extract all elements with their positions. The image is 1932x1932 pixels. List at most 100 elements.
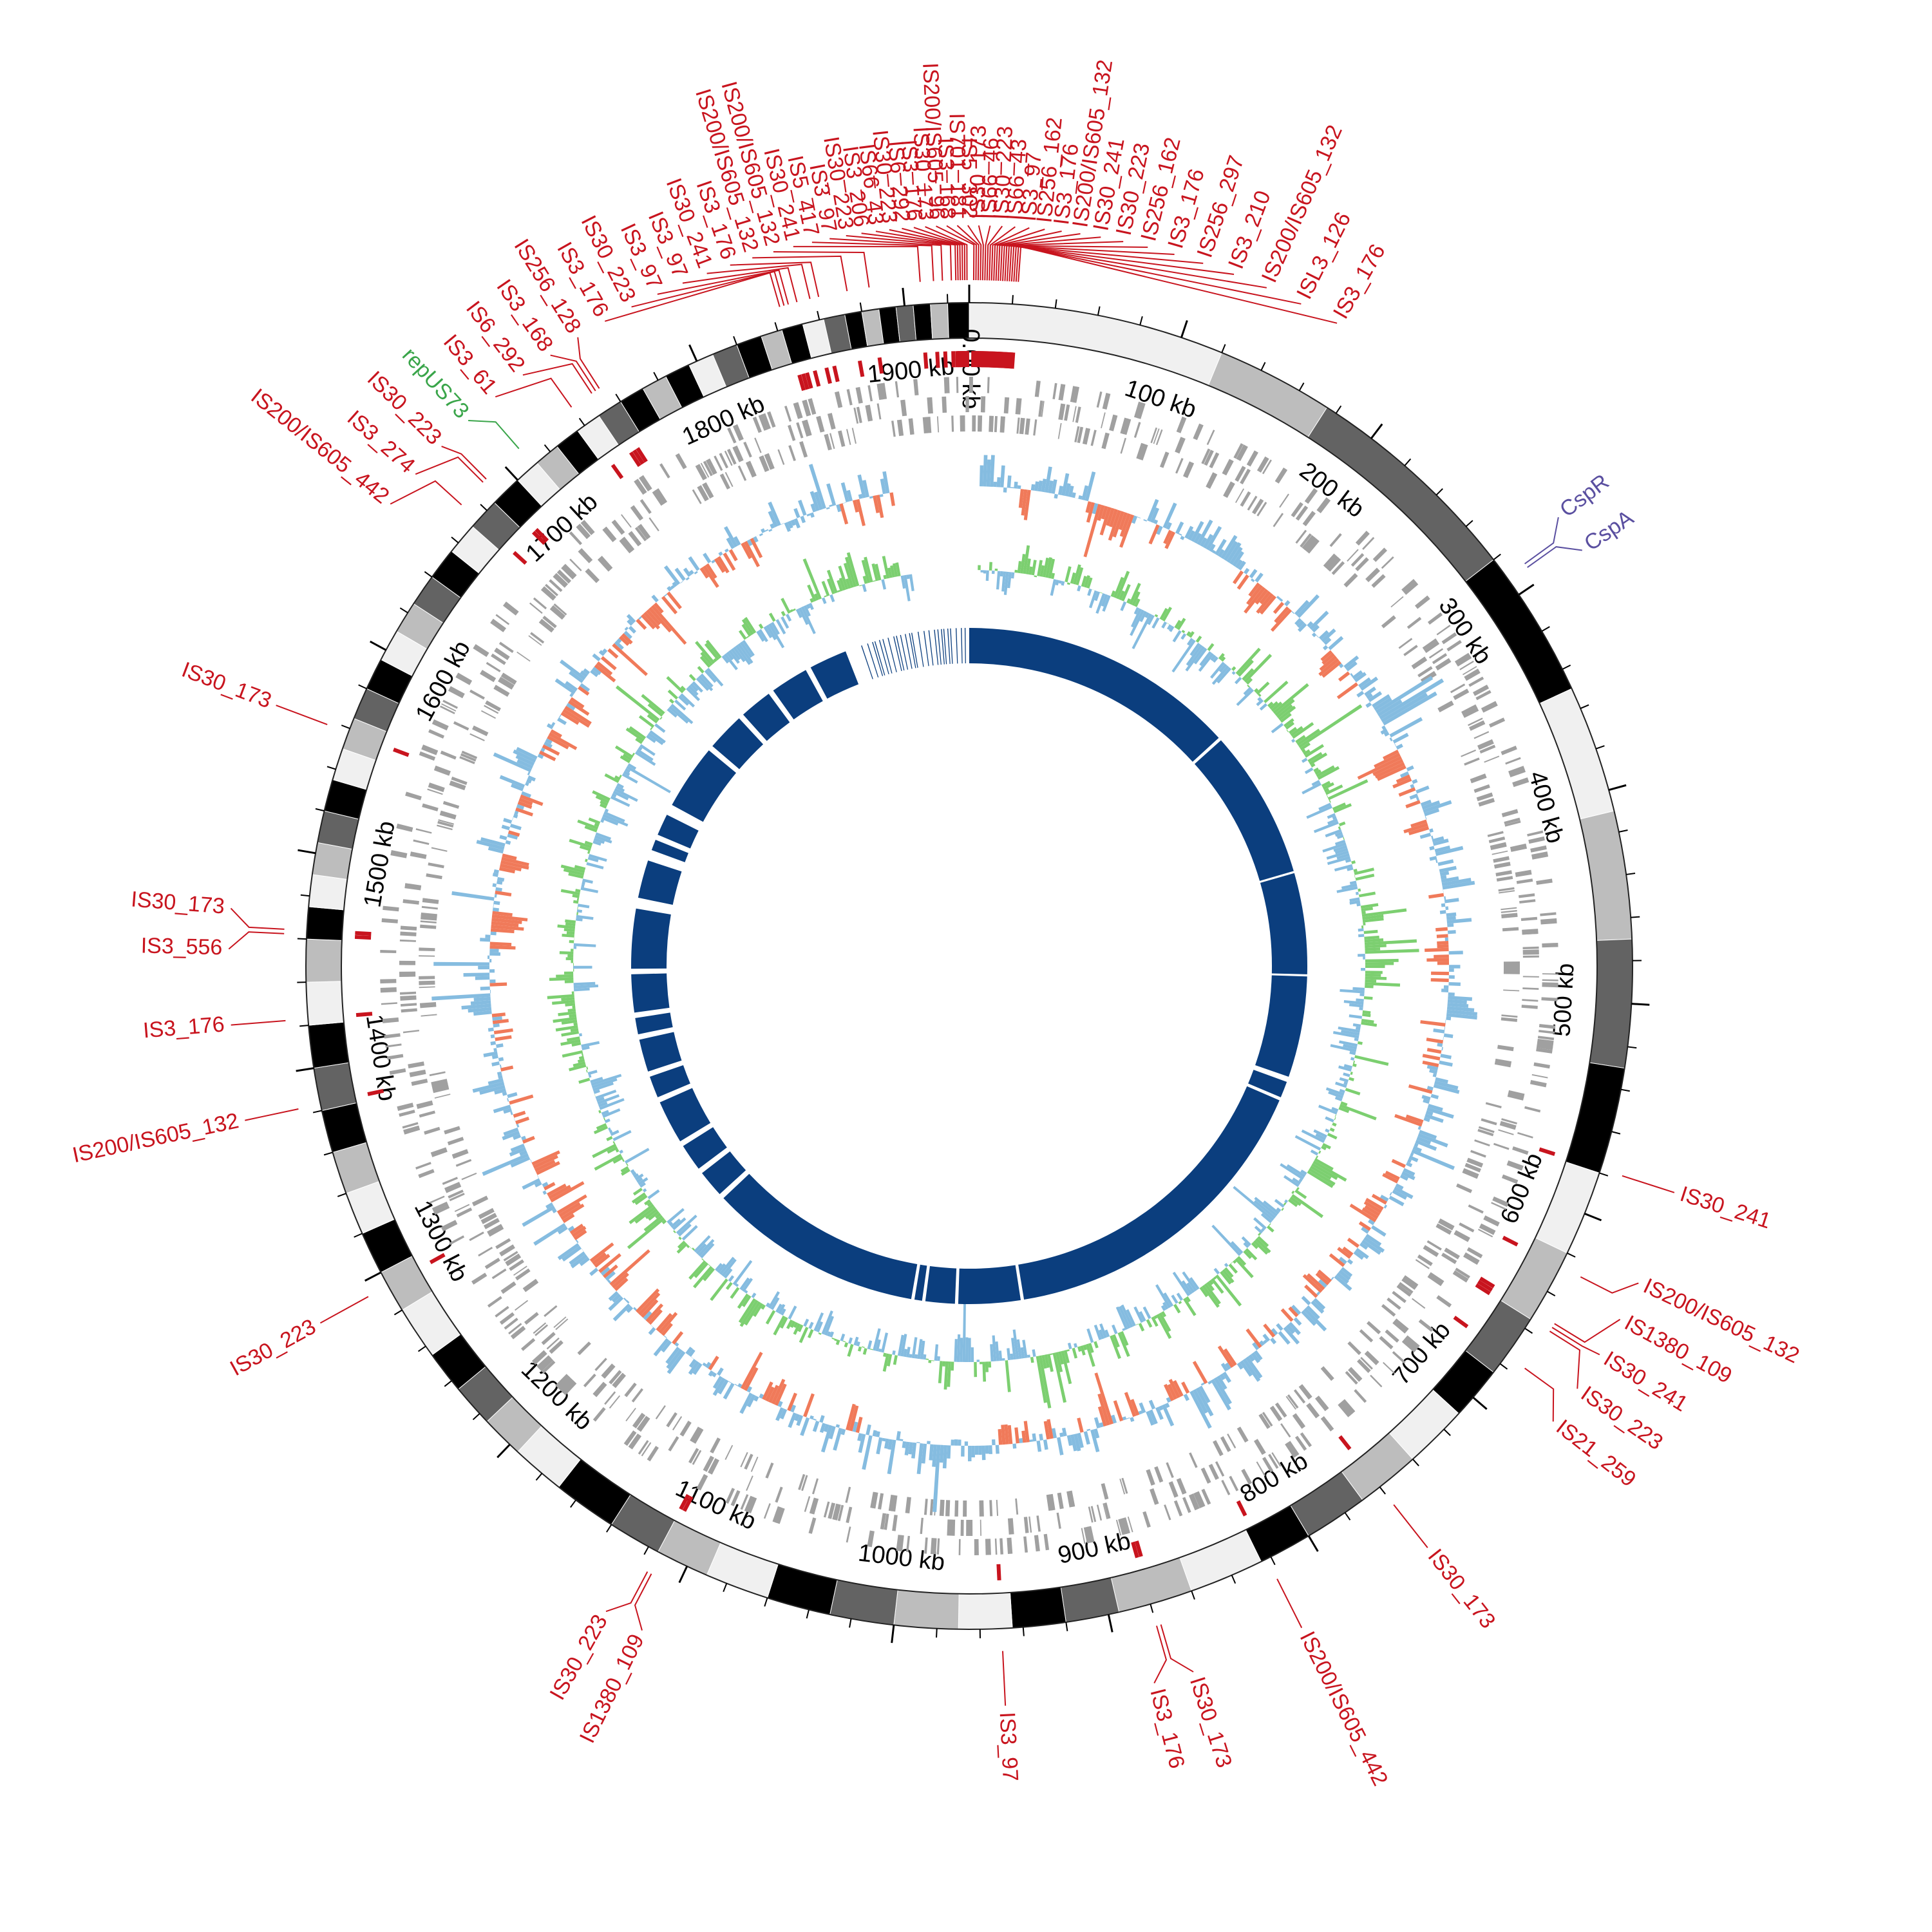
skew-bar	[1133, 607, 1140, 615]
is-element-mark	[393, 748, 410, 757]
deviation-bar	[1380, 728, 1388, 735]
deviation-bar	[516, 759, 533, 770]
deviation-bar	[1426, 1048, 1442, 1054]
gene-block	[1074, 426, 1080, 442]
skew-bar	[780, 1308, 786, 1316]
deviation-bar	[1081, 485, 1089, 500]
skew-bar	[595, 832, 611, 840]
skew-bar	[920, 1340, 925, 1359]
gene-block	[1034, 1535, 1040, 1552]
gene-block	[846, 1526, 851, 1543]
deviation-bar	[1138, 1410, 1143, 1415]
skew-bar	[1022, 1340, 1028, 1358]
deviation-bar	[1285, 1324, 1296, 1334]
gene-block	[1159, 451, 1170, 468]
skew-bar	[565, 922, 576, 927]
gene-block	[553, 603, 567, 616]
skew-bar	[1034, 575, 1037, 578]
gene-block	[1398, 1282, 1414, 1294]
gene-block	[816, 415, 825, 433]
gene-block	[892, 1515, 898, 1531]
deviation-bar	[1126, 1417, 1130, 1419]
deviation-bar	[1336, 682, 1358, 699]
deviation-bar	[1448, 965, 1461, 969]
deviation-bar	[607, 1279, 611, 1283]
deviation-bar	[961, 1445, 965, 1457]
skew-bar	[887, 1354, 893, 1367]
deviation-bar	[889, 492, 895, 506]
deviation-bar	[879, 494, 884, 498]
deviation-bar	[1435, 859, 1438, 863]
major-tick	[1180, 320, 1188, 338]
gene-block	[1034, 381, 1041, 397]
is-element-mark	[1479, 1276, 1495, 1289]
leader-line	[441, 446, 487, 480]
deviation-bar	[479, 1084, 506, 1095]
skew-bar	[1361, 967, 1365, 971]
gene-block	[1508, 766, 1525, 775]
minor-tick	[1097, 306, 1101, 316]
skew-bar	[568, 872, 584, 879]
skew-bar	[1235, 1258, 1254, 1278]
skew-bar	[869, 1349, 873, 1350]
deviation-bar	[800, 1417, 810, 1436]
skew-bar	[738, 630, 747, 640]
skew-bar	[781, 616, 790, 629]
region-block	[923, 630, 929, 667]
skew-bar	[564, 980, 574, 983]
deviation-bar	[1291, 611, 1295, 614]
gene-block	[1541, 997, 1558, 1001]
gene-block	[796, 422, 804, 439]
region-block	[909, 633, 916, 668]
skew-bar	[581, 1041, 600, 1048]
gene-block	[487, 1224, 503, 1235]
deviation-bar	[689, 569, 694, 575]
gene-block	[1456, 1183, 1473, 1193]
deviation-bar	[753, 1396, 759, 1402]
deviation-bar	[1361, 1239, 1381, 1255]
gene-block	[761, 413, 771, 430]
deviation-bar	[547, 1183, 567, 1197]
skew-bar	[1193, 647, 1208, 665]
skew-bar	[672, 1217, 687, 1231]
gene-block	[999, 416, 1005, 433]
deviation-bar	[614, 1277, 629, 1291]
deviation-bar	[882, 1437, 886, 1442]
deviation-bar	[712, 1372, 717, 1378]
deviation-bar	[1245, 1328, 1262, 1349]
gene-block	[1085, 428, 1090, 445]
deviation-bar	[1220, 1363, 1229, 1372]
gene-block	[634, 478, 647, 495]
feature-label: IS3_556	[140, 933, 223, 960]
gene-block	[1246, 450, 1258, 467]
skew-bar	[1222, 1269, 1235, 1283]
region-block	[1255, 975, 1307, 1077]
leader-line	[1524, 1367, 1555, 1422]
deviation-bar	[1097, 504, 1105, 521]
gene-block	[1302, 511, 1316, 527]
skew-bar	[1230, 1241, 1244, 1255]
gene-block	[1058, 403, 1066, 421]
leader-line	[706, 263, 811, 299]
gene-block	[431, 1079, 448, 1085]
skew-bar	[1213, 1276, 1217, 1280]
deviation-bar	[1097, 1406, 1107, 1427]
deviation-bar	[1030, 484, 1036, 491]
gene-block	[980, 1519, 982, 1536]
feature-label: IS3_176	[142, 1012, 225, 1043]
skew-bar	[1358, 928, 1364, 932]
deviation-bar	[482, 1153, 529, 1176]
gene-block	[745, 460, 757, 478]
gene-block	[1176, 1477, 1187, 1495]
gene-block	[1504, 817, 1520, 825]
deviation-bar	[1202, 534, 1213, 549]
skew-bar	[768, 623, 785, 649]
is-element-mark	[1002, 352, 1007, 368]
feature-label: IS30_173	[908, 126, 938, 221]
deviation-bar	[648, 1309, 663, 1325]
deviation-bar	[628, 625, 636, 634]
gene-block	[1494, 1061, 1511, 1068]
skew-bar	[1358, 934, 1365, 938]
is-element-mark	[1010, 352, 1016, 369]
deviation-bar	[1392, 777, 1412, 789]
